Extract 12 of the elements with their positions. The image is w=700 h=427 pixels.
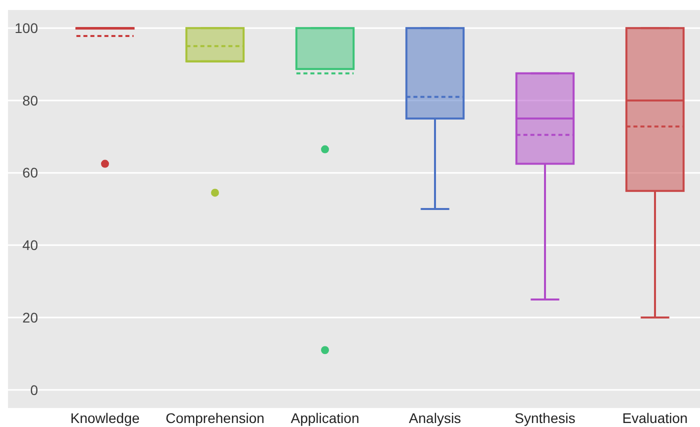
y-tick-label: 20 (22, 309, 38, 326)
y-tick-label: 60 (22, 164, 38, 181)
y-tick-label: 40 (22, 237, 38, 254)
y-tick-label: 0 (30, 382, 38, 398)
y-tick-label: 100 (14, 20, 38, 36)
x-tick-label: Application (290, 410, 360, 426)
x-tick-label: Comprehension (166, 410, 264, 426)
x-tick-label: Knowledge (70, 410, 140, 426)
y-tick-label: 80 (22, 92, 38, 108)
x-tick-label: Synthesis (514, 410, 576, 426)
x-tick-label: Evaluation (622, 410, 688, 426)
x-tick-label: Analysis (408, 410, 462, 426)
